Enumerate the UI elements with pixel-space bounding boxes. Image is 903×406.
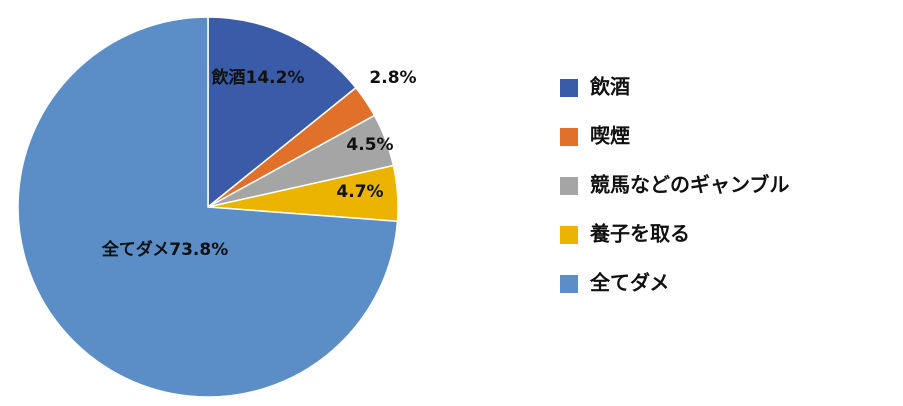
legend-label: 飲酒 <box>589 75 630 99</box>
data-label-value: 4.5% <box>346 135 393 155</box>
legend-label: 全てダメ <box>589 271 669 295</box>
legend-swatch <box>560 226 578 244</box>
data-label: 4.5% <box>346 135 393 155</box>
legend-label: 競馬などのギャンブル <box>590 173 789 197</box>
legend-swatch <box>560 177 578 195</box>
data-label-value: 2.8% <box>369 68 416 88</box>
data-label: 4.7% <box>336 182 383 202</box>
data-label-value: 4.7% <box>336 182 383 202</box>
legend-swatch <box>560 128 578 146</box>
data-label: 2.8% <box>369 68 416 88</box>
pie-slice <box>207 16 357 209</box>
pie-slice <box>17 16 399 398</box>
data-label-value: 73.8% <box>169 240 228 260</box>
data-label: 飲酒14.2% <box>211 67 305 88</box>
data-label: 全てダメ73.8% <box>101 239 228 260</box>
legend-label: 養子を取る <box>589 222 690 246</box>
data-label-category: 飲酒 <box>211 67 246 88</box>
data-label-category: 全てダメ <box>101 239 170 260</box>
legend-label: 喫煙 <box>590 124 630 148</box>
legend-swatch <box>560 275 578 293</box>
data-label-value: 14.2% <box>246 68 305 88</box>
legend-swatch <box>560 79 578 97</box>
